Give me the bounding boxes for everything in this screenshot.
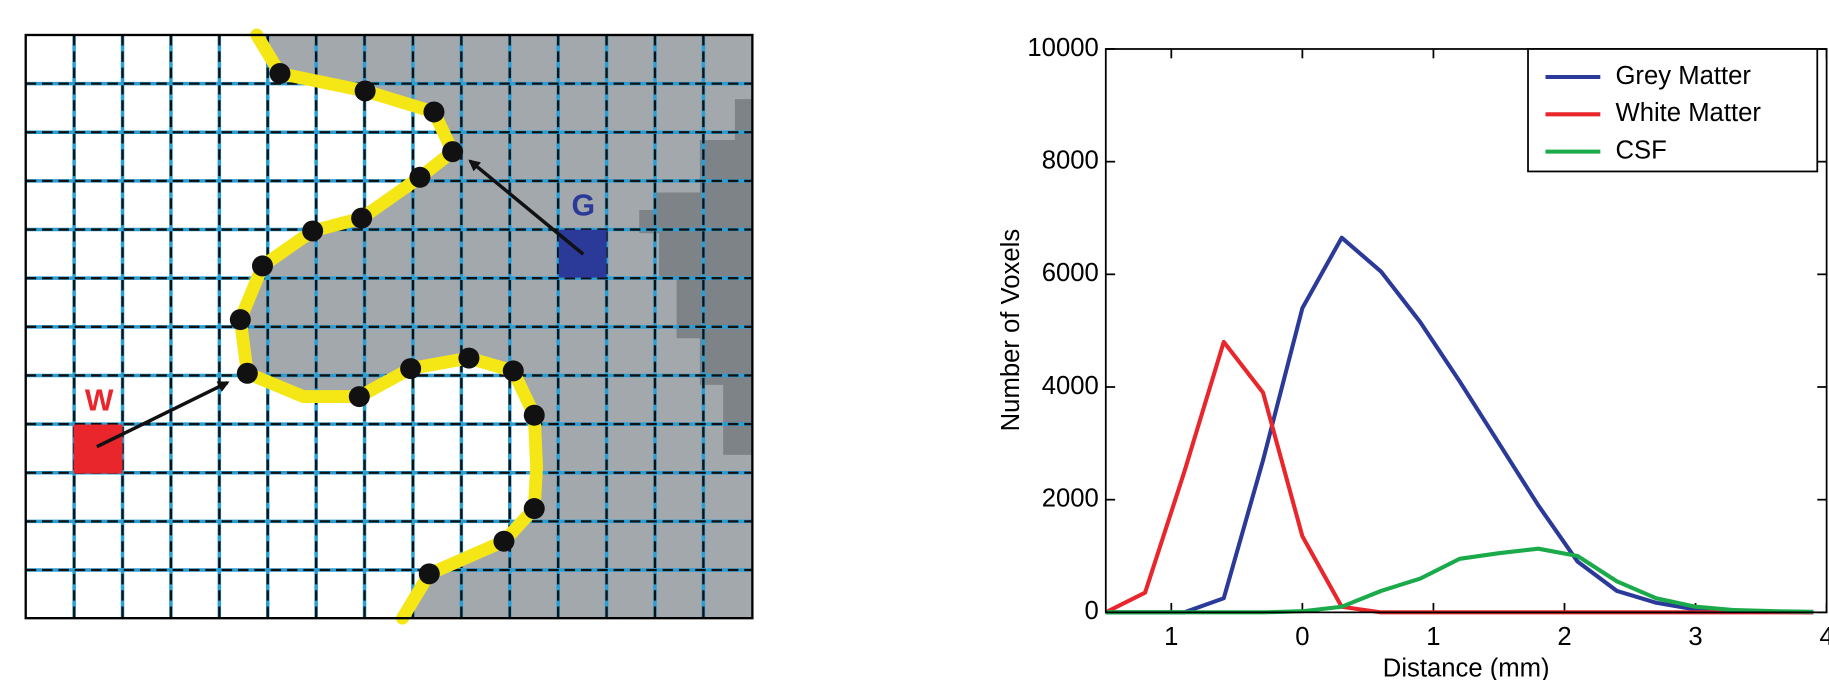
- boundary-point: [523, 404, 545, 426]
- x-tick-label: 3: [1688, 623, 1702, 651]
- y-tick-label: 0: [1085, 597, 1099, 625]
- boundary-point: [493, 530, 515, 552]
- arrow: [96, 381, 230, 449]
- boundary-point: [418, 563, 440, 585]
- boundary-point: [269, 62, 291, 84]
- arrow: [468, 159, 585, 256]
- legend-label: CSF: [1615, 136, 1666, 164]
- boundary-point: [458, 347, 480, 369]
- y-tick-label: 8000: [1042, 146, 1099, 174]
- white-label: W: [85, 384, 114, 417]
- boundary-curve: [233, 28, 544, 625]
- boundary-point: [302, 220, 324, 242]
- legend-label: Grey Matter: [1615, 62, 1751, 90]
- x-tick-label: 4: [1819, 623, 1829, 651]
- boundary-point: [251, 255, 273, 277]
- boundary-point: [400, 358, 422, 380]
- line-chart: Distance (mm) Number of Voxels 0 2000 4000…: [997, 34, 1829, 680]
- boundary-point: [354, 80, 376, 102]
- x-tick-label: 1: [1426, 623, 1440, 651]
- boundary-point: [523, 498, 545, 520]
- boundary-point: [229, 309, 251, 331]
- boundary-point: [351, 207, 373, 229]
- white-voxel: [73, 424, 123, 474]
- diagram-frame: [24, 33, 754, 620]
- x-tick-label: 1: [1164, 623, 1178, 651]
- grey-label: G: [571, 190, 595, 223]
- plot-frame: [1104, 48, 1828, 614]
- x-tick-label: 2: [1557, 623, 1571, 651]
- boundary-point: [442, 141, 464, 163]
- boundary-point: [423, 101, 445, 123]
- boundary-point: [409, 166, 431, 188]
- boundary-point: [502, 360, 524, 382]
- voxel-diagram: W G: [24, 28, 754, 625]
- boundary-points: [229, 62, 545, 585]
- boundary-point: [236, 362, 258, 384]
- legend-label: White Matter: [1615, 99, 1761, 127]
- voxel-grid: [25, 34, 753, 619]
- y-axis-label: Number of Voxels: [997, 229, 1025, 432]
- x-axis-label: Distance (mm): [1383, 654, 1550, 680]
- y-tick-label: 2000: [1042, 484, 1099, 512]
- y-tick-label: 6000: [1042, 259, 1099, 287]
- x-tick-label: 0: [1295, 623, 1309, 651]
- boundary-point: [348, 386, 370, 408]
- series-line: [1105, 235, 1814, 615]
- y-tick-label: 4000: [1042, 372, 1099, 400]
- y-tick-label: 10000: [1027, 34, 1098, 62]
